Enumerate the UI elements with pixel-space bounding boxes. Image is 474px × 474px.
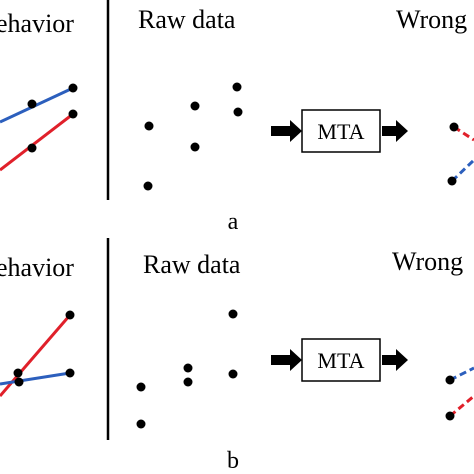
raw-data-point — [136, 382, 146, 392]
panel-b-mta-process: MTA — [271, 338, 408, 382]
panel-b-wrong-point — [445, 375, 455, 385]
panel-a-mta-label: MTA — [317, 119, 364, 144]
raw-data-point — [232, 82, 242, 92]
panel-a: ehavior Raw data Wrong MTA — [0, 0, 474, 235]
panel-b-blue-line — [0, 371, 71, 386]
panel-b-output-arrow — [382, 349, 408, 371]
raw-data-point — [183, 363, 193, 373]
raw-data-point — [183, 377, 193, 387]
panel-b-raw-data — [136, 309, 238, 429]
raw-data-point — [144, 121, 154, 131]
panel-b-wrong-plot — [445, 366, 474, 421]
panel-a-right-title: Wrong — [396, 5, 467, 34]
panel-b-blue-point — [65, 368, 75, 378]
panel-a-mta-box — [301, 109, 381, 153]
panel-b: ehavior Raw data Wrong MTA — [0, 238, 474, 474]
panel-a-middle-title: Raw data — [138, 5, 236, 34]
panel-b-wrong-red-dashed — [449, 394, 474, 418]
raw-data-point — [233, 107, 243, 117]
panel-a-red-line — [0, 112, 74, 172]
panel-a-red-point — [27, 143, 37, 153]
panel-b-middle-title: Raw data — [143, 250, 241, 279]
panel-b-right-title: Wrong — [392, 247, 463, 276]
panel-a-wrong-plot — [447, 122, 474, 186]
panel-a-red-point — [68, 109, 78, 119]
panel-b-blue-point — [14, 377, 24, 387]
raw-data-point — [228, 309, 238, 319]
panel-a-blue-point — [68, 83, 78, 93]
raw-data-point — [143, 181, 153, 191]
panel-b-wrong-point — [445, 411, 455, 421]
raw-data-point — [228, 369, 238, 379]
panel-a-left-title: ehavior — [0, 9, 74, 38]
panel-b-caption: b — [227, 448, 239, 474]
panel-b-mta-label: MTA — [317, 348, 364, 373]
panel-a-input-arrow — [271, 120, 302, 142]
panel-a-behavior-plot — [0, 83, 78, 172]
panel-a-wrong-blue-dashed — [450, 158, 474, 183]
panel-b-input-arrow — [271, 349, 302, 371]
raw-data-point — [190, 101, 200, 111]
raw-data-point — [136, 419, 146, 429]
panel-a-output-arrow — [382, 120, 408, 142]
panel-b-behavior-plot — [0, 310, 75, 397]
panel-b-red-point — [13, 368, 23, 378]
panel-b-red-point — [65, 310, 75, 320]
panel-a-raw-data — [143, 82, 243, 191]
panel-a-caption: a — [228, 209, 239, 235]
panel-a-wrong-point — [449, 122, 459, 132]
panel-a-blue-point — [27, 99, 37, 109]
panel-a-blue-line — [0, 86, 74, 124]
panel-a-wrong-point — [447, 176, 457, 186]
raw-data-point — [190, 142, 200, 152]
panel-b-mta-box — [301, 338, 381, 382]
panel-b-left-title: ehavior — [0, 253, 74, 282]
panel-a-mta-process: MTA — [271, 109, 408, 153]
